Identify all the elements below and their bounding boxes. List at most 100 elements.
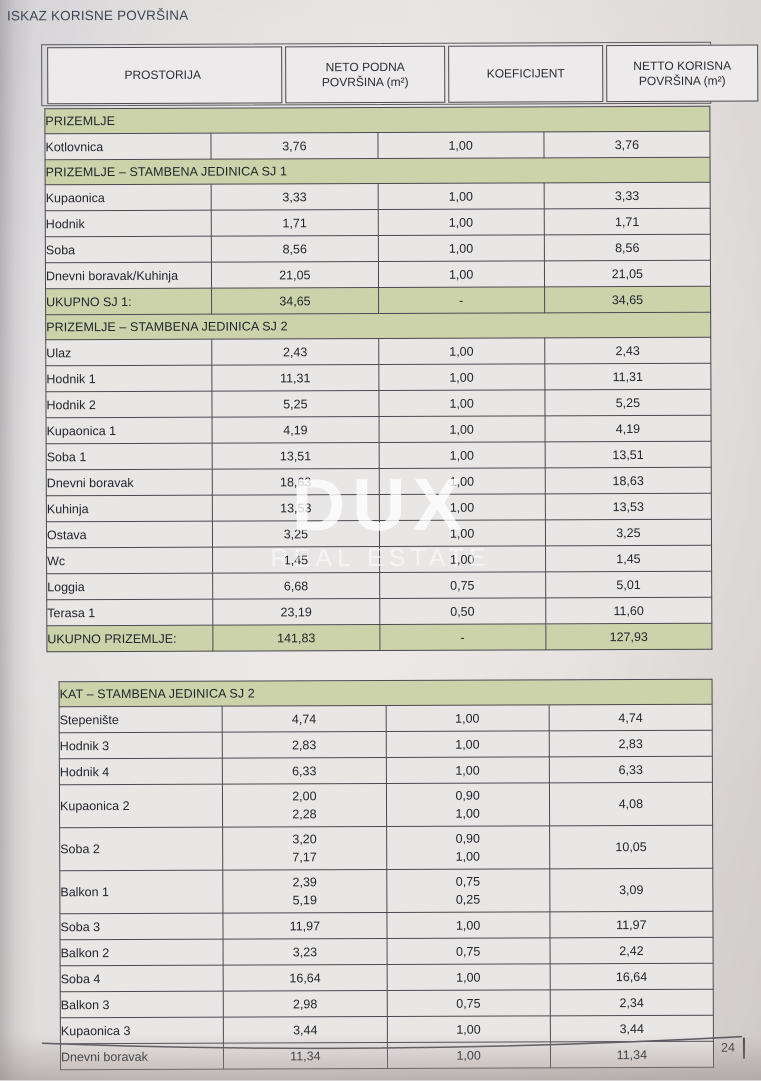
row-koeficijent-value: 1,00 bbox=[385, 756, 550, 784]
row-koeficijent-values-lower: 0,25 bbox=[455, 892, 481, 907]
row-netto-value: 1,45 bbox=[545, 545, 712, 572]
row-koeficijent-values: 0,90 1,00 bbox=[385, 782, 550, 827]
col-header-netto-line2: POVRŠINA (m²) bbox=[638, 73, 726, 88]
row-neto-value: 2,43 bbox=[211, 338, 379, 366]
row-neto-value: 6,33 bbox=[222, 757, 386, 785]
row-netto-value: 3,33 bbox=[543, 182, 711, 209]
row-neto-values: 3,20 7,17 bbox=[222, 826, 387, 871]
row-netto-value: 10,05 bbox=[549, 825, 713, 869]
row-koeficijent-value: 1,00 bbox=[378, 519, 546, 547]
row-room-name: Balkon 3 bbox=[60, 991, 224, 1018]
row-room-name: Kupaonica bbox=[45, 184, 212, 211]
total-netto: 127,93 bbox=[545, 623, 712, 650]
total-neto: 34,65 bbox=[211, 287, 379, 315]
row-koeficijent-value: 1,00 bbox=[386, 963, 550, 991]
row-koeficijent-value: 1,00 bbox=[377, 234, 545, 262]
total-label: UKUPNO PRIZEMLJE: bbox=[46, 625, 214, 652]
row-koeficijent-values-upper: 0,90 bbox=[455, 831, 480, 846]
row-room-name: Hodnik 4 bbox=[59, 758, 223, 785]
total-netto: 34,65 bbox=[544, 286, 711, 313]
table-row: Soba 2 3,20 7,17 0,90 1,00 10,05 bbox=[59, 825, 713, 871]
row-netto-value: 2,42 bbox=[549, 937, 714, 964]
row-koeficijent-value: 0,75 bbox=[386, 937, 550, 965]
row-neto-values-lower: 5,19 bbox=[292, 893, 317, 908]
row-netto-value: 1,71 bbox=[543, 208, 711, 235]
row-neto-values-upper: 2,39 bbox=[292, 875, 317, 890]
row-koeficijent-value: 1,00 bbox=[385, 730, 550, 758]
row-room-name: Loggia bbox=[46, 573, 213, 600]
row-netto-value: 3,76 bbox=[543, 131, 711, 158]
row-netto-value: 4,74 bbox=[548, 704, 713, 731]
table-total-row: UKUPNO PRIZEMLJE: 141,83-127,93 bbox=[46, 623, 712, 652]
table-row: Soba 4 16,64 1,00 16,64 bbox=[60, 963, 714, 992]
row-koeficijent-value: 1,00 bbox=[377, 208, 545, 236]
row-neto-value: 4,74 bbox=[222, 705, 386, 733]
table-row: Loggia 6,68 0,75 5,01 bbox=[46, 571, 712, 600]
row-koeficijent-value: 1,00 bbox=[378, 363, 545, 391]
section-band-label: PRIZEMLJE – STAMBENA JEDINICA SJ 2 bbox=[45, 312, 711, 340]
table-header-row: PROSTORIJA NETO PODNA POVRŠINA (m²) KOEF… bbox=[47, 44, 759, 105]
row-netto-value: 2,43 bbox=[544, 337, 711, 364]
row-koeficijent-values: 0,75 0,25 bbox=[386, 868, 550, 913]
row-netto-value: 11,31 bbox=[544, 363, 711, 390]
row-room-name: Hodnik 2 bbox=[45, 391, 213, 418]
row-room-name: Soba bbox=[45, 236, 212, 263]
row-netto-value: 13,51 bbox=[544, 441, 712, 468]
table-row: Ostava 3,25 1,00 3,25 bbox=[46, 519, 712, 548]
section-band-label: PRIZEMLJE bbox=[44, 106, 710, 134]
table-row: Kupaonica 3,33 1,00 3,33 bbox=[45, 182, 711, 211]
row-neto-value: 5,25 bbox=[212, 390, 379, 418]
row-room-name: Ostava bbox=[46, 521, 213, 548]
row-netto-value: 3,09 bbox=[549, 868, 713, 912]
row-koeficijent-values-upper: 0,90 bbox=[455, 788, 480, 803]
row-koeficijent-value: 1,00 bbox=[377, 131, 544, 159]
row-room-name: Dnevni boravak bbox=[46, 469, 213, 496]
row-koeficijent-values-lower: 1,00 bbox=[455, 806, 480, 821]
table-header: PROSTORIJA NETO PODNA POVRŠINA (m²) KOEF… bbox=[44, 44, 761, 105]
row-netto-value: 16,64 bbox=[549, 963, 714, 990]
table-row: Kuhinja 13,53 1,00 13,53 bbox=[46, 493, 712, 522]
row-neto-value: 1,45 bbox=[212, 546, 380, 574]
table-row: Balkon 2 3,23 0,75 2,42 bbox=[60, 937, 714, 966]
row-koeficijent-values-lower: 1,00 bbox=[455, 849, 481, 864]
table-row: Hodnik 1 11,31 1,00 11,31 bbox=[45, 363, 711, 392]
table-section-band: PRIZEMLJE – STAMBENA JEDINICA SJ 2 bbox=[45, 312, 711, 340]
col-header-neto-line2: POVRŠINA (m²) bbox=[321, 74, 409, 89]
row-koeficijent-value: 1,00 bbox=[377, 260, 545, 288]
row-koeficijent-values-upper: 0,75 bbox=[455, 874, 481, 889]
row-netto-value: 11,97 bbox=[549, 911, 714, 938]
row-neto-value: 13,53 bbox=[212, 494, 379, 522]
table-row: Soba 1 13,51 1,00 13,51 bbox=[46, 441, 712, 470]
row-room-name: Hodnik 1 bbox=[45, 365, 213, 392]
table-row: Kupaonica 1 4,19 1,00 4,19 bbox=[46, 415, 712, 444]
total-koeficijent: - bbox=[379, 623, 546, 651]
row-neto-value: 4,19 bbox=[212, 416, 379, 444]
row-netto-value: 2,34 bbox=[549, 989, 714, 1016]
row-koeficijent-value: 0,50 bbox=[379, 597, 546, 625]
row-neto-value: 8,56 bbox=[211, 235, 378, 263]
row-netto-value: 4,08 bbox=[549, 782, 713, 826]
table-section-band: PRIZEMLJE – STAMBENA JEDINICA SJ 1 bbox=[45, 157, 711, 185]
row-neto-value: 11,97 bbox=[223, 912, 387, 940]
page-number-rule bbox=[743, 1037, 745, 1059]
section-band-label: PRIZEMLJE – STAMBENA JEDINICA SJ 1 bbox=[45, 157, 711, 185]
total-label: UKUPNO SJ 1: bbox=[45, 288, 212, 315]
row-neto-value: 16,64 bbox=[223, 964, 387, 992]
total-koeficijent: - bbox=[378, 286, 545, 314]
row-netto-value: 4,19 bbox=[544, 415, 712, 442]
table-row: Ulaz 2,43 1,00 2,43 bbox=[45, 337, 711, 366]
row-room-name: Soba 2 bbox=[59, 827, 224, 871]
row-koeficijent-value: 1,00 bbox=[378, 415, 545, 443]
total-neto: 141,83 bbox=[213, 624, 380, 652]
col-header-netto-line1: NETTO KORISNA bbox=[633, 58, 732, 73]
table-row: Soba 8,56 1,00 8,56 bbox=[45, 234, 711, 263]
table-row: Balkon 3 2,98 0,75 2,34 bbox=[60, 989, 714, 1018]
row-netto-value: 5,01 bbox=[545, 571, 712, 598]
row-netto-value: 11,60 bbox=[545, 597, 712, 624]
row-neto-value: 2,83 bbox=[222, 731, 386, 759]
row-room-name: Kotlovnica bbox=[44, 133, 212, 160]
footer-rule bbox=[41, 1035, 742, 1050]
row-room-name: Wc bbox=[46, 547, 213, 574]
row-koeficijent-value: 1,00 bbox=[378, 493, 546, 521]
row-koeficijent-value: 0,75 bbox=[379, 571, 546, 599]
